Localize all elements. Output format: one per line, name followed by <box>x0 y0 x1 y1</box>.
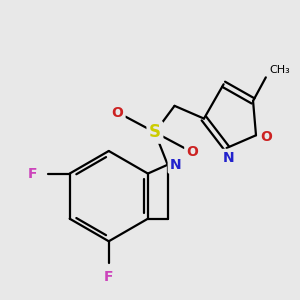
Text: N: N <box>170 158 181 172</box>
Text: CH₃: CH₃ <box>270 64 290 74</box>
Text: F: F <box>28 167 37 181</box>
Text: F: F <box>104 270 113 283</box>
Text: S: S <box>149 123 161 141</box>
Text: O: O <box>112 106 124 120</box>
Text: O: O <box>186 145 198 159</box>
Text: O: O <box>260 130 272 144</box>
Text: N: N <box>223 151 234 165</box>
